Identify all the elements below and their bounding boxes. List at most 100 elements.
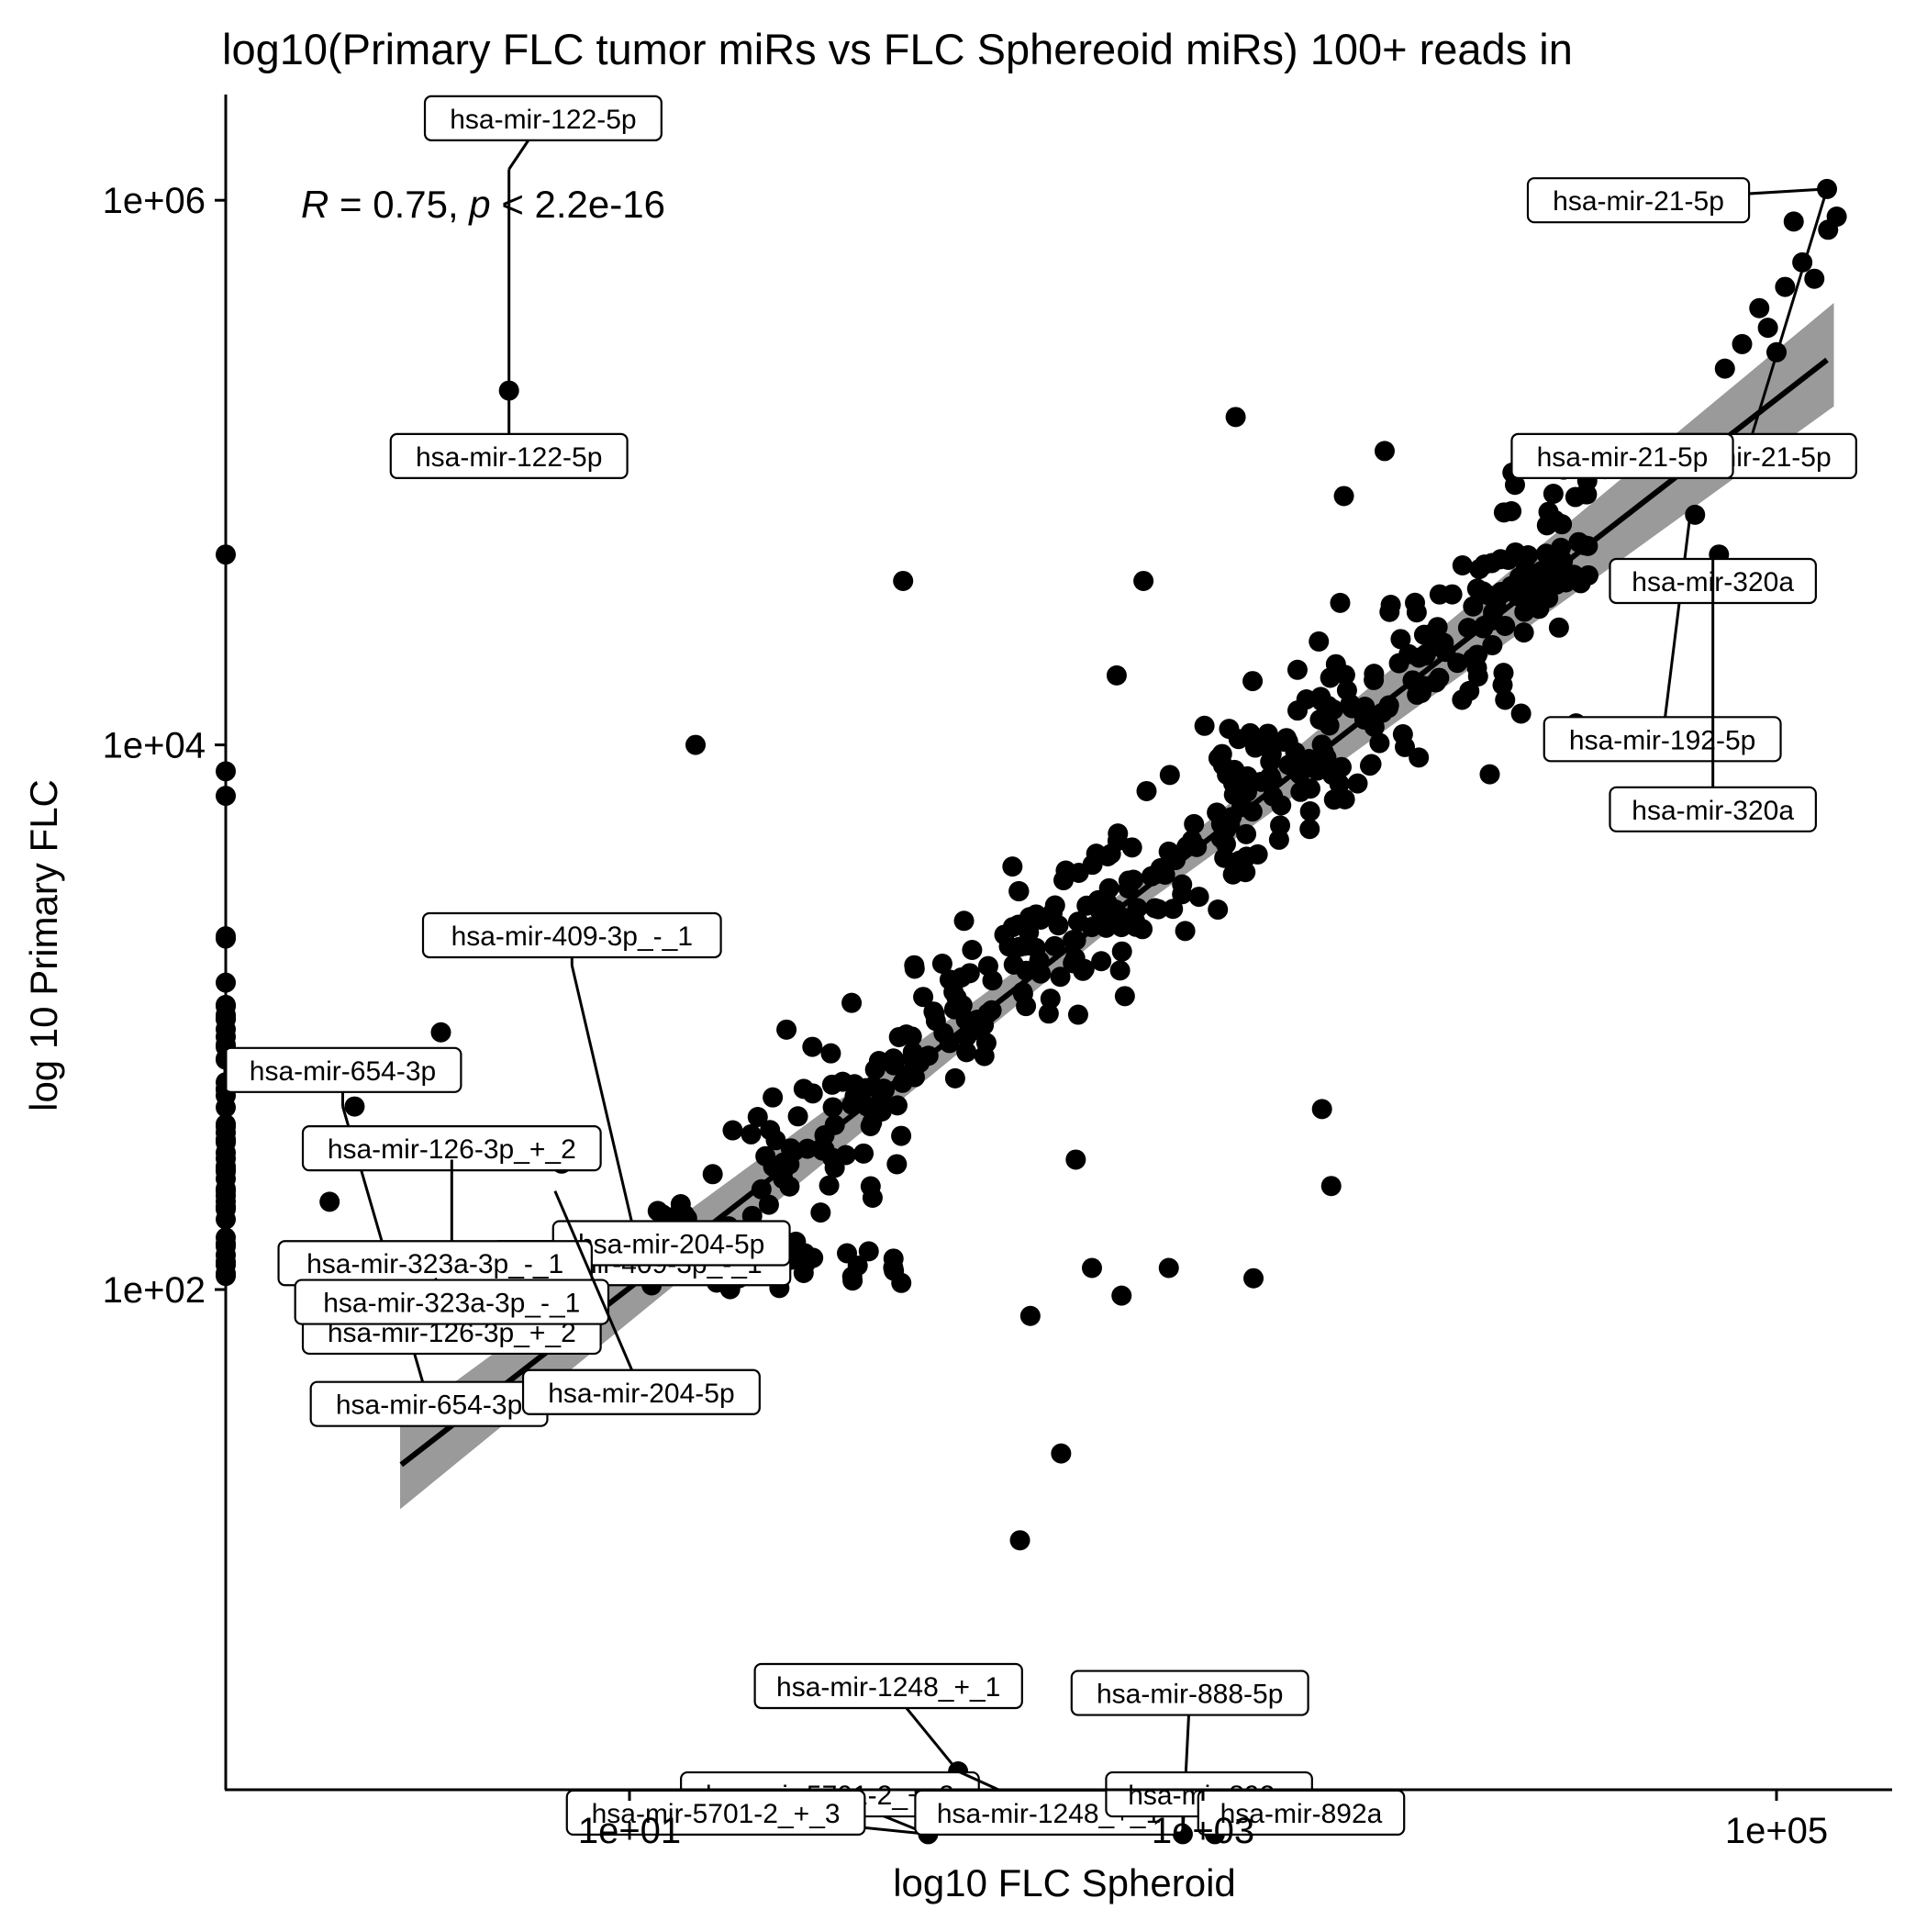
- data-point-358: [1342, 698, 1363, 719]
- point-label-box-5: [1543, 716, 1782, 763]
- data-point-388: [1380, 595, 1401, 616]
- data-point-190: [855, 1078, 876, 1099]
- data-point-538: [1243, 1268, 1264, 1289]
- p-value: < 2.2e-16: [491, 183, 665, 226]
- data-point-533: [1081, 1257, 1102, 1279]
- data-point-470: [1714, 358, 1735, 379]
- data-point-468: [1732, 333, 1753, 354]
- point-labels: hsa-mir-122-5p hsa-mir-122-5p hsa-mir-21-5…: [223, 95, 1857, 1837]
- point-label-text-7: hsa-mir-320a: [1632, 796, 1794, 826]
- data-point-534: [1111, 1285, 1132, 1306]
- point-label-20: hsa-mir-1248_+_1: [753, 1662, 1023, 1710]
- data-point-463: [1783, 211, 1804, 232]
- data-point-47: [1109, 960, 1131, 981]
- point-label-7: hsa-mir-320a: [1609, 786, 1817, 832]
- data-point-398: [1194, 715, 1215, 736]
- data-point-328: [994, 924, 1015, 945]
- y-tick-label-1: 1e+04: [103, 726, 206, 766]
- data-point-187: [1299, 819, 1320, 840]
- data-point-267: [814, 1139, 835, 1160]
- data-point-418: [1108, 823, 1129, 844]
- data-point-539: [1158, 1257, 1179, 1279]
- data-point-522: [1225, 407, 1246, 428]
- data-point-396: [1498, 549, 1519, 570]
- point-label-0: hsa-mir-122-5p: [423, 95, 663, 141]
- data-point-467: [1757, 318, 1778, 339]
- data-points: [216, 178, 1847, 1845]
- data-point-362: [1307, 760, 1328, 781]
- point-label-5: hsa-mir-192-5p: [1543, 716, 1782, 763]
- data-point-304: [1208, 748, 1229, 769]
- point-label-text-19: hsa-mir-5701-2_+_3: [592, 1799, 841, 1829]
- data-point-323: [913, 987, 934, 1008]
- data-point-402: [802, 1036, 823, 1057]
- label-leader-3: [1743, 188, 1829, 457]
- data-point-417: [1500, 575, 1521, 597]
- data-point-298: [862, 1112, 883, 1134]
- y-tick-label-2: 1e+06: [103, 181, 206, 221]
- data-point-541: [1320, 1176, 1342, 1197]
- data-point-327: [1359, 755, 1380, 776]
- data-point-393: [974, 1045, 995, 1067]
- y-axis-title: log 10 Primary FLC: [22, 779, 65, 1111]
- data-point-205: [1287, 659, 1308, 680]
- point-label-box-16: [294, 1279, 610, 1325]
- data-point-225: [1493, 663, 1514, 684]
- data-point-202: [1159, 765, 1180, 786]
- point-label-box-0: [423, 95, 663, 141]
- label-leader-9: [570, 965, 643, 1264]
- data-point-537: [1009, 1530, 1030, 1551]
- point-label-text-15: hsa-mir-323a-3p_-_1: [306, 1249, 563, 1279]
- data-point-175: [702, 1164, 723, 1185]
- data-point-445: [790, 1249, 811, 1270]
- data-point-119: [787, 1106, 808, 1127]
- data-point-530: [430, 1022, 451, 1043]
- label-leader-17: [553, 1190, 643, 1393]
- data-point-352: [1495, 615, 1516, 636]
- data-point-443: [847, 1256, 868, 1277]
- data-point-28: [741, 1123, 762, 1145]
- data-point-279: [931, 953, 952, 974]
- data-point-140: [1409, 747, 1430, 768]
- data-point-363: [1538, 501, 1559, 522]
- data-point-224: [1271, 795, 1292, 816]
- data-point-189: [779, 1176, 800, 1197]
- data-point-458: [891, 1272, 912, 1293]
- data-point-287: [1073, 960, 1094, 981]
- data-point-235: [1127, 898, 1148, 919]
- data-point-528: [319, 1191, 340, 1212]
- data-point-216: [793, 1078, 814, 1100]
- point-label-17: hsa-mir-204-5p: [521, 1368, 761, 1415]
- point-label-8: hsa-mir-409-3p_-_1: [421, 911, 722, 959]
- data-point-171: [1463, 596, 1484, 617]
- point-label-text-17: hsa-mir-204-5p: [548, 1379, 734, 1409]
- data-point-403: [1535, 543, 1556, 564]
- data-point-338: [1320, 667, 1341, 688]
- data-point-383: [1148, 899, 1169, 920]
- data-point-273: [1552, 514, 1573, 535]
- point-label-text-22: hsa-mir-888-5p: [1097, 1680, 1283, 1710]
- data-point-350: [1459, 680, 1480, 701]
- point-label-text-20: hsa-mir-1248_+_1: [776, 1672, 1000, 1703]
- data-point-226: [1543, 483, 1564, 504]
- point-label-box-1: [389, 432, 629, 479]
- data-point-98: [1501, 501, 1522, 522]
- point-label-19: hsa-mir-5701-2_+_3: [565, 1789, 866, 1837]
- x-tick-label-2: 1e+05: [1725, 1811, 1828, 1851]
- correlation-annotation: R = 0.75, p < 2.2e-16: [301, 183, 665, 226]
- point-label-box-8: [421, 911, 722, 959]
- point-label-box-22: [1070, 1670, 1309, 1716]
- point-label-15: hsa-mir-323a-3p_-_1: [277, 1240, 593, 1287]
- data-point-376: [1097, 892, 1118, 913]
- data-point-414: [1111, 941, 1132, 962]
- data-point-353: [1268, 829, 1289, 850]
- p-symbol: p: [467, 183, 490, 226]
- data-point-377: [1334, 664, 1355, 686]
- point-label-text-0: hsa-mir-122-5p: [450, 105, 636, 135]
- point-label-text-16: hsa-mir-323a-3p_-_1: [323, 1289, 580, 1319]
- data-point-386: [853, 1143, 874, 1164]
- point-label-16: hsa-mir-323a-3p_-_1: [294, 1279, 610, 1325]
- data-point-245: [1244, 737, 1265, 758]
- data-point-312: [1008, 881, 1030, 902]
- data-point-306: [1429, 667, 1450, 688]
